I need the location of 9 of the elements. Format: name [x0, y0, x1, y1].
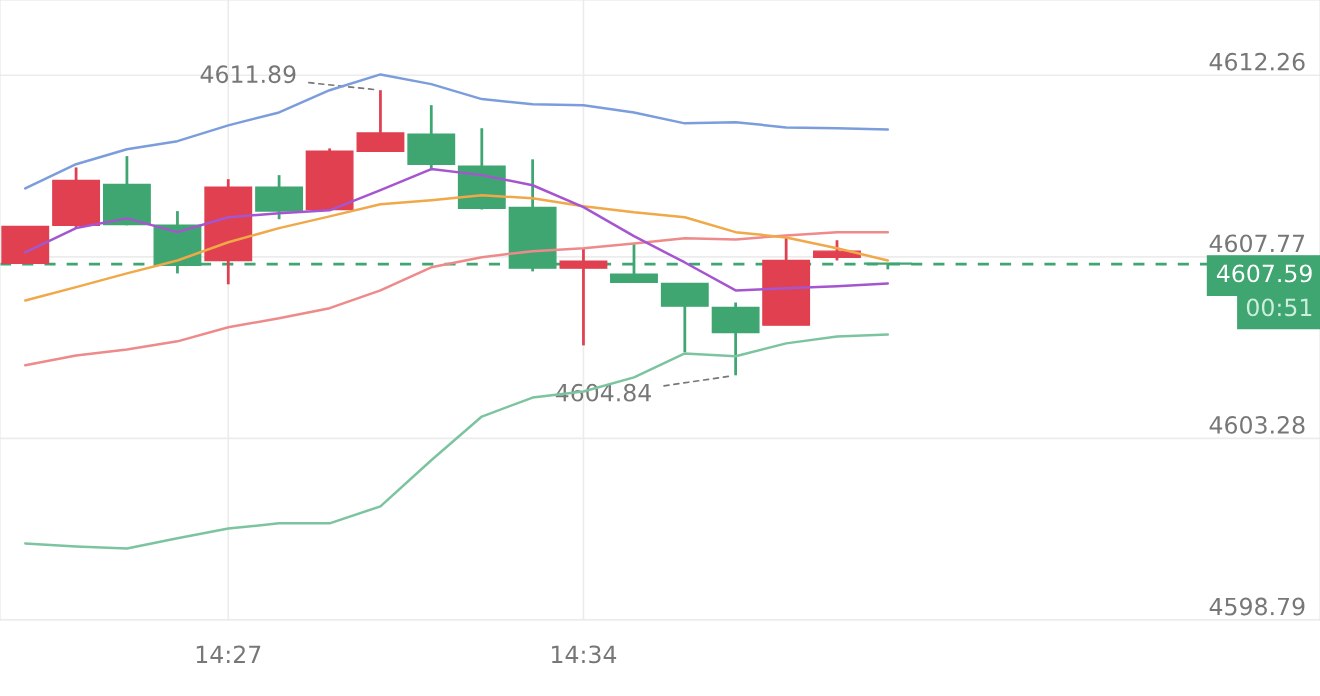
y-tick-label: 4612.26: [1209, 52, 1305, 71]
y-tick-label: 4598.79: [1209, 597, 1305, 616]
y-tick-label: 4607.77: [1209, 234, 1305, 253]
x-tick-label: 14:34: [552, 645, 617, 664]
ref-line-label: 4607.59: [1216, 264, 1312, 283]
annotation: 4611.89: [200, 65, 296, 84]
annotation: 00:51: [1246, 298, 1312, 317]
x-tick-label: 14:27: [196, 645, 261, 663]
y-tick-label: 4603.28: [1209, 415, 1305, 434]
